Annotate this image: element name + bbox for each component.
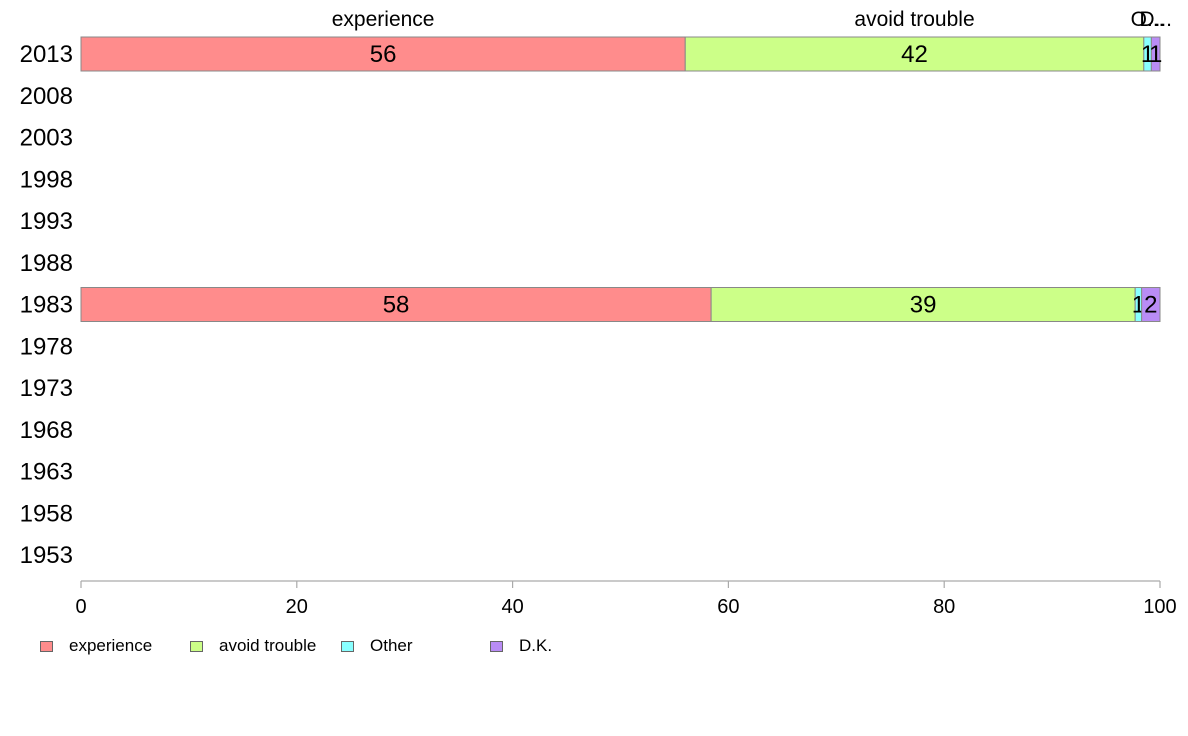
bar-segment <box>684 36 1145 72</box>
bar-value-label: 2 <box>1144 292 1157 319</box>
x-tick-label: 100 <box>1143 596 1176 618</box>
legend-swatch <box>40 640 53 652</box>
top-category-label: avoid trouble <box>854 8 974 31</box>
year-label: 2008 <box>20 83 73 110</box>
legend-item: avoid trouble <box>190 634 316 658</box>
year-label: 1953 <box>20 542 73 569</box>
bar-value-label: 1 <box>1149 41 1162 68</box>
x-tick-label: 0 <box>75 596 86 618</box>
legend: experience avoid trouble Other D.K. <box>0 634 1188 658</box>
year-label: 2013 <box>20 41 73 68</box>
bar-segment <box>1141 287 1161 322</box>
year-label: 1998 <box>20 166 73 193</box>
bar-value-label: 39 <box>910 292 937 319</box>
year-label: 1968 <box>20 417 73 444</box>
year-label: 1963 <box>20 459 73 486</box>
legend-label: Other <box>370 636 413 655</box>
year-label: 1983 <box>20 292 73 319</box>
top-category-label: experience <box>332 8 435 31</box>
year-label: 2003 <box>20 125 73 152</box>
legend-swatch <box>190 640 203 652</box>
bar-value-label: 56 <box>370 41 397 68</box>
x-tick-label: 40 <box>501 596 523 618</box>
legend-item: experience <box>40 634 152 658</box>
year-label: 1978 <box>20 333 73 360</box>
legend-swatch <box>341 640 354 652</box>
year-label: 1973 <box>20 375 73 402</box>
x-axis: 0 20 40 60 80 100 <box>75 580 1177 618</box>
legend-label: experience <box>69 636 153 655</box>
legend-swatch <box>490 640 503 652</box>
x-tick-label: 20 <box>286 596 308 618</box>
legend-label: D.K. <box>519 636 553 655</box>
top-category-label: O... <box>1131 8 1165 31</box>
bar-value-label: 42 <box>901 41 928 68</box>
legend-item: Other <box>341 634 413 658</box>
legend-item: D.K. <box>490 634 552 658</box>
x-tick-label: 60 <box>717 596 739 618</box>
top-category-labels: experience avoid trouble O...D... <box>332 8 1172 31</box>
y-axis-labels: 2013 2008 2003 1998 1993 1988 1983 1978 1973 1968… <box>20 41 73 569</box>
top-category-label: D... <box>1139 8 1172 31</box>
x-tick-label: 80 <box>933 596 955 618</box>
bar-value-label: 58 <box>383 292 410 319</box>
year-label: 1993 <box>20 208 73 235</box>
year-label: 1958 <box>20 500 73 527</box>
bar-segment <box>1150 36 1161 72</box>
bar-segment <box>80 287 712 322</box>
year-label: 1988 <box>20 250 73 277</box>
legend-label: avoid trouble <box>219 636 317 655</box>
